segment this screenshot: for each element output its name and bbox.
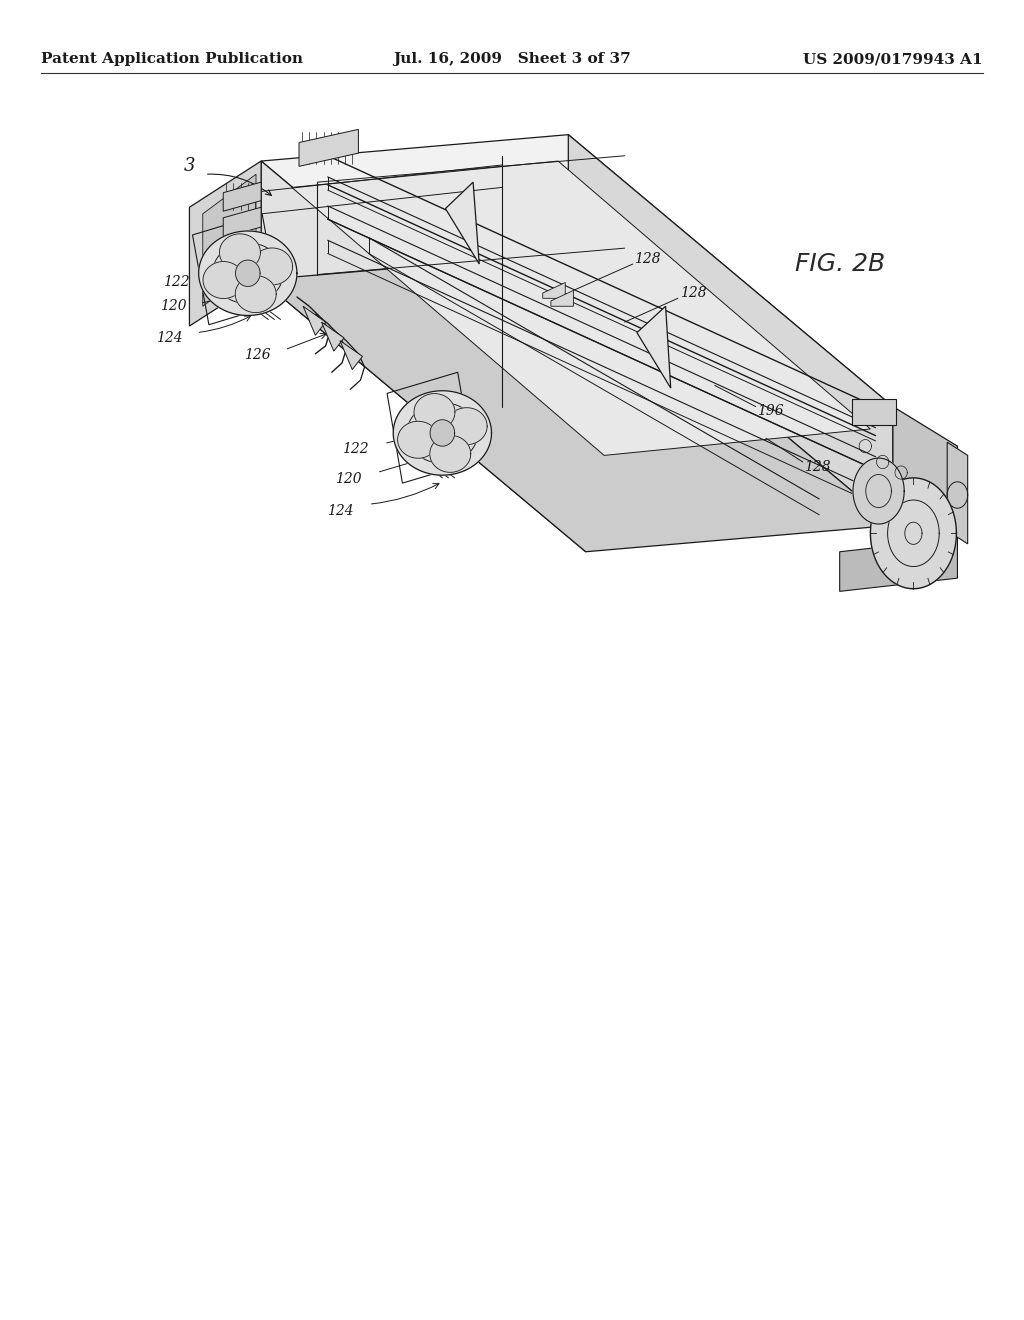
Polygon shape xyxy=(292,161,870,455)
Text: 124: 124 xyxy=(327,504,353,517)
Polygon shape xyxy=(261,161,586,552)
Text: 122: 122 xyxy=(342,442,369,455)
Polygon shape xyxy=(637,306,671,388)
Polygon shape xyxy=(947,442,968,544)
Polygon shape xyxy=(203,261,244,298)
Polygon shape xyxy=(203,174,256,306)
Polygon shape xyxy=(840,539,957,591)
Polygon shape xyxy=(189,161,261,326)
Text: 126: 126 xyxy=(244,348,270,362)
Polygon shape xyxy=(430,420,455,446)
Text: 120: 120 xyxy=(335,473,361,486)
Polygon shape xyxy=(303,306,326,335)
Polygon shape xyxy=(322,322,344,351)
Text: 196: 196 xyxy=(757,404,783,417)
Polygon shape xyxy=(340,341,362,370)
Text: Jul. 16, 2009   Sheet 3 of 37: Jul. 16, 2009 Sheet 3 of 37 xyxy=(393,53,631,66)
Polygon shape xyxy=(414,393,455,430)
Text: 122: 122 xyxy=(163,276,189,289)
Polygon shape xyxy=(393,391,492,475)
Polygon shape xyxy=(199,231,297,315)
Polygon shape xyxy=(893,407,957,539)
Polygon shape xyxy=(852,399,896,425)
Polygon shape xyxy=(397,421,438,458)
Polygon shape xyxy=(261,253,893,552)
Polygon shape xyxy=(223,182,261,211)
Text: 128: 128 xyxy=(804,461,830,474)
Polygon shape xyxy=(261,135,893,433)
Text: Patent Application Publication: Patent Application Publication xyxy=(41,53,303,66)
Polygon shape xyxy=(236,276,276,313)
Polygon shape xyxy=(252,248,293,285)
Polygon shape xyxy=(446,408,487,445)
Polygon shape xyxy=(299,129,358,166)
Polygon shape xyxy=(568,135,893,525)
Text: US 2009/0179943 A1: US 2009/0179943 A1 xyxy=(804,53,983,66)
Text: 128: 128 xyxy=(634,252,660,265)
Polygon shape xyxy=(236,260,260,286)
Text: 120: 120 xyxy=(160,300,186,313)
Polygon shape xyxy=(853,458,904,524)
Polygon shape xyxy=(430,436,471,473)
Polygon shape xyxy=(223,207,261,238)
Polygon shape xyxy=(543,282,565,298)
Text: 124: 124 xyxy=(156,331,182,345)
Text: 3: 3 xyxy=(183,157,196,176)
Polygon shape xyxy=(219,234,260,271)
Text: 128: 128 xyxy=(680,286,707,300)
Polygon shape xyxy=(870,478,956,589)
Polygon shape xyxy=(445,182,479,264)
Polygon shape xyxy=(551,290,573,306)
Text: FIG. 2B: FIG. 2B xyxy=(795,252,885,276)
